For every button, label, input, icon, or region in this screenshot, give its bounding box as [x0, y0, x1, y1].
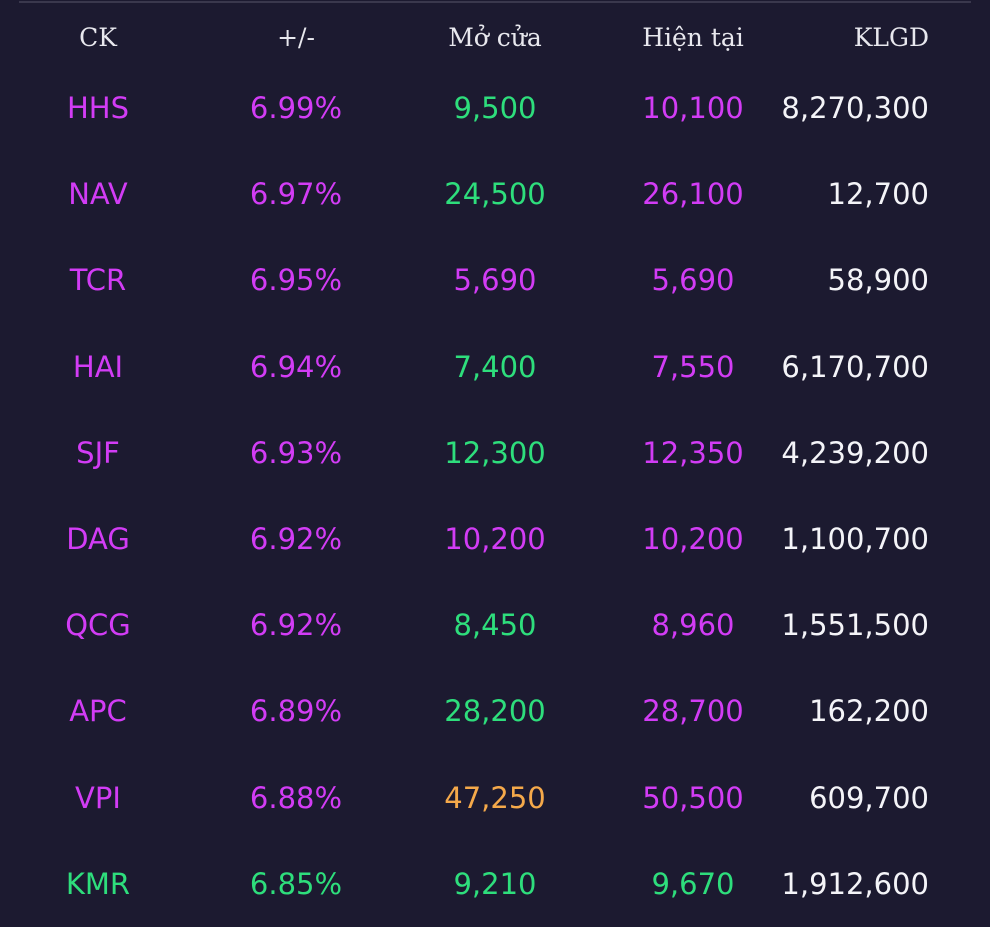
table-row[interactable]: KMR 6.85% 9,210 9,670 1,912,600: [0, 841, 990, 927]
table-header: CK +/- Mở cửa Hiện tại KLGD: [0, 13, 990, 61]
trading-volume: 8,270,300: [781, 91, 929, 126]
trading-volume: 4,239,200: [781, 435, 929, 470]
change-percent: 6.92%: [249, 522, 343, 557]
change-percent: 6.88%: [249, 780, 343, 815]
current-price: 12,350: [642, 435, 744, 470]
change-percent: 6.97%: [249, 177, 343, 212]
open-price: 28,200: [444, 694, 546, 729]
header-ck[interactable]: CK: [79, 22, 117, 52]
trading-volume: 12,700: [827, 177, 929, 212]
open-price: 9,500: [453, 91, 537, 126]
top-divider: [19, 1, 971, 3]
current-price: 50,500: [642, 780, 744, 815]
header-current[interactable]: Hiện tại: [642, 22, 744, 52]
open-price: 24,500: [444, 177, 546, 212]
table-row[interactable]: APC 6.89% 28,200 28,700 162,200: [0, 668, 990, 754]
open-price: 8,450: [453, 608, 537, 643]
trading-volume: 6,170,700: [781, 349, 929, 384]
change-percent: 6.85%: [249, 866, 343, 901]
table-row[interactable]: VPI 6.88% 47,250 50,500 609,700: [0, 755, 990, 841]
table-row[interactable]: TCR 6.95% 5,690 5,690 58,900: [0, 237, 990, 323]
header-change[interactable]: +/-: [277, 22, 315, 52]
trading-volume: 1,100,700: [781, 522, 929, 557]
open-price: 9,210: [453, 866, 537, 901]
table-row[interactable]: SJF 6.93% 12,300 12,350 4,239,200: [0, 410, 990, 496]
trading-volume: 609,700: [809, 780, 929, 815]
change-percent: 6.89%: [249, 694, 343, 729]
header-open[interactable]: Mở cửa: [448, 22, 542, 52]
trading-volume: 58,900: [827, 263, 929, 298]
open-price: 7,400: [453, 349, 537, 384]
stock-table: HHS 6.99% 9,500 10,100 8,270,300 NAV 6.9…: [0, 65, 990, 927]
table-row[interactable]: QCG 6.92% 8,450 8,960 1,551,500: [0, 582, 990, 668]
stock-symbol[interactable]: QCG: [65, 608, 131, 643]
stock-symbol[interactable]: SJF: [76, 435, 120, 470]
table-row[interactable]: HAI 6.94% 7,400 7,550 6,170,700: [0, 324, 990, 410]
current-price: 10,100: [642, 91, 744, 126]
change-percent: 6.92%: [249, 608, 343, 643]
table-row[interactable]: NAV 6.97% 24,500 26,100 12,700: [0, 151, 990, 237]
stock-symbol[interactable]: HAI: [72, 349, 124, 384]
change-percent: 6.93%: [249, 435, 343, 470]
current-price: 26,100: [642, 177, 744, 212]
header-volume[interactable]: KLGD: [853, 22, 929, 52]
current-price: 5,690: [651, 263, 735, 298]
change-percent: 6.94%: [249, 349, 343, 384]
trading-volume: 162,200: [809, 694, 929, 729]
stock-symbol[interactable]: DAG: [66, 522, 130, 557]
current-price: 28,700: [642, 694, 744, 729]
table-row[interactable]: HHS 6.99% 9,500 10,100 8,270,300: [0, 65, 990, 151]
stock-symbol[interactable]: VPI: [75, 780, 121, 815]
stock-symbol[interactable]: TCR: [69, 263, 127, 298]
table-row[interactable]: DAG 6.92% 10,200 10,200 1,100,700: [0, 496, 990, 582]
current-price: 9,670: [651, 866, 735, 901]
stock-symbol[interactable]: APC: [69, 694, 127, 729]
trading-volume: 1,912,600: [781, 866, 929, 901]
current-price: 7,550: [651, 349, 735, 384]
open-price: 5,690: [453, 263, 537, 298]
open-price: 10,200: [444, 522, 546, 557]
current-price: 8,960: [651, 608, 735, 643]
stock-symbol[interactable]: KMR: [65, 866, 131, 901]
open-price: 47,250: [444, 780, 546, 815]
stock-symbol[interactable]: HHS: [66, 91, 130, 126]
stock-symbol[interactable]: NAV: [68, 177, 128, 212]
change-percent: 6.99%: [249, 91, 343, 126]
current-price: 10,200: [642, 522, 744, 557]
trading-volume: 1,551,500: [781, 608, 929, 643]
open-price: 12,300: [444, 435, 546, 470]
change-percent: 6.95%: [249, 263, 343, 298]
